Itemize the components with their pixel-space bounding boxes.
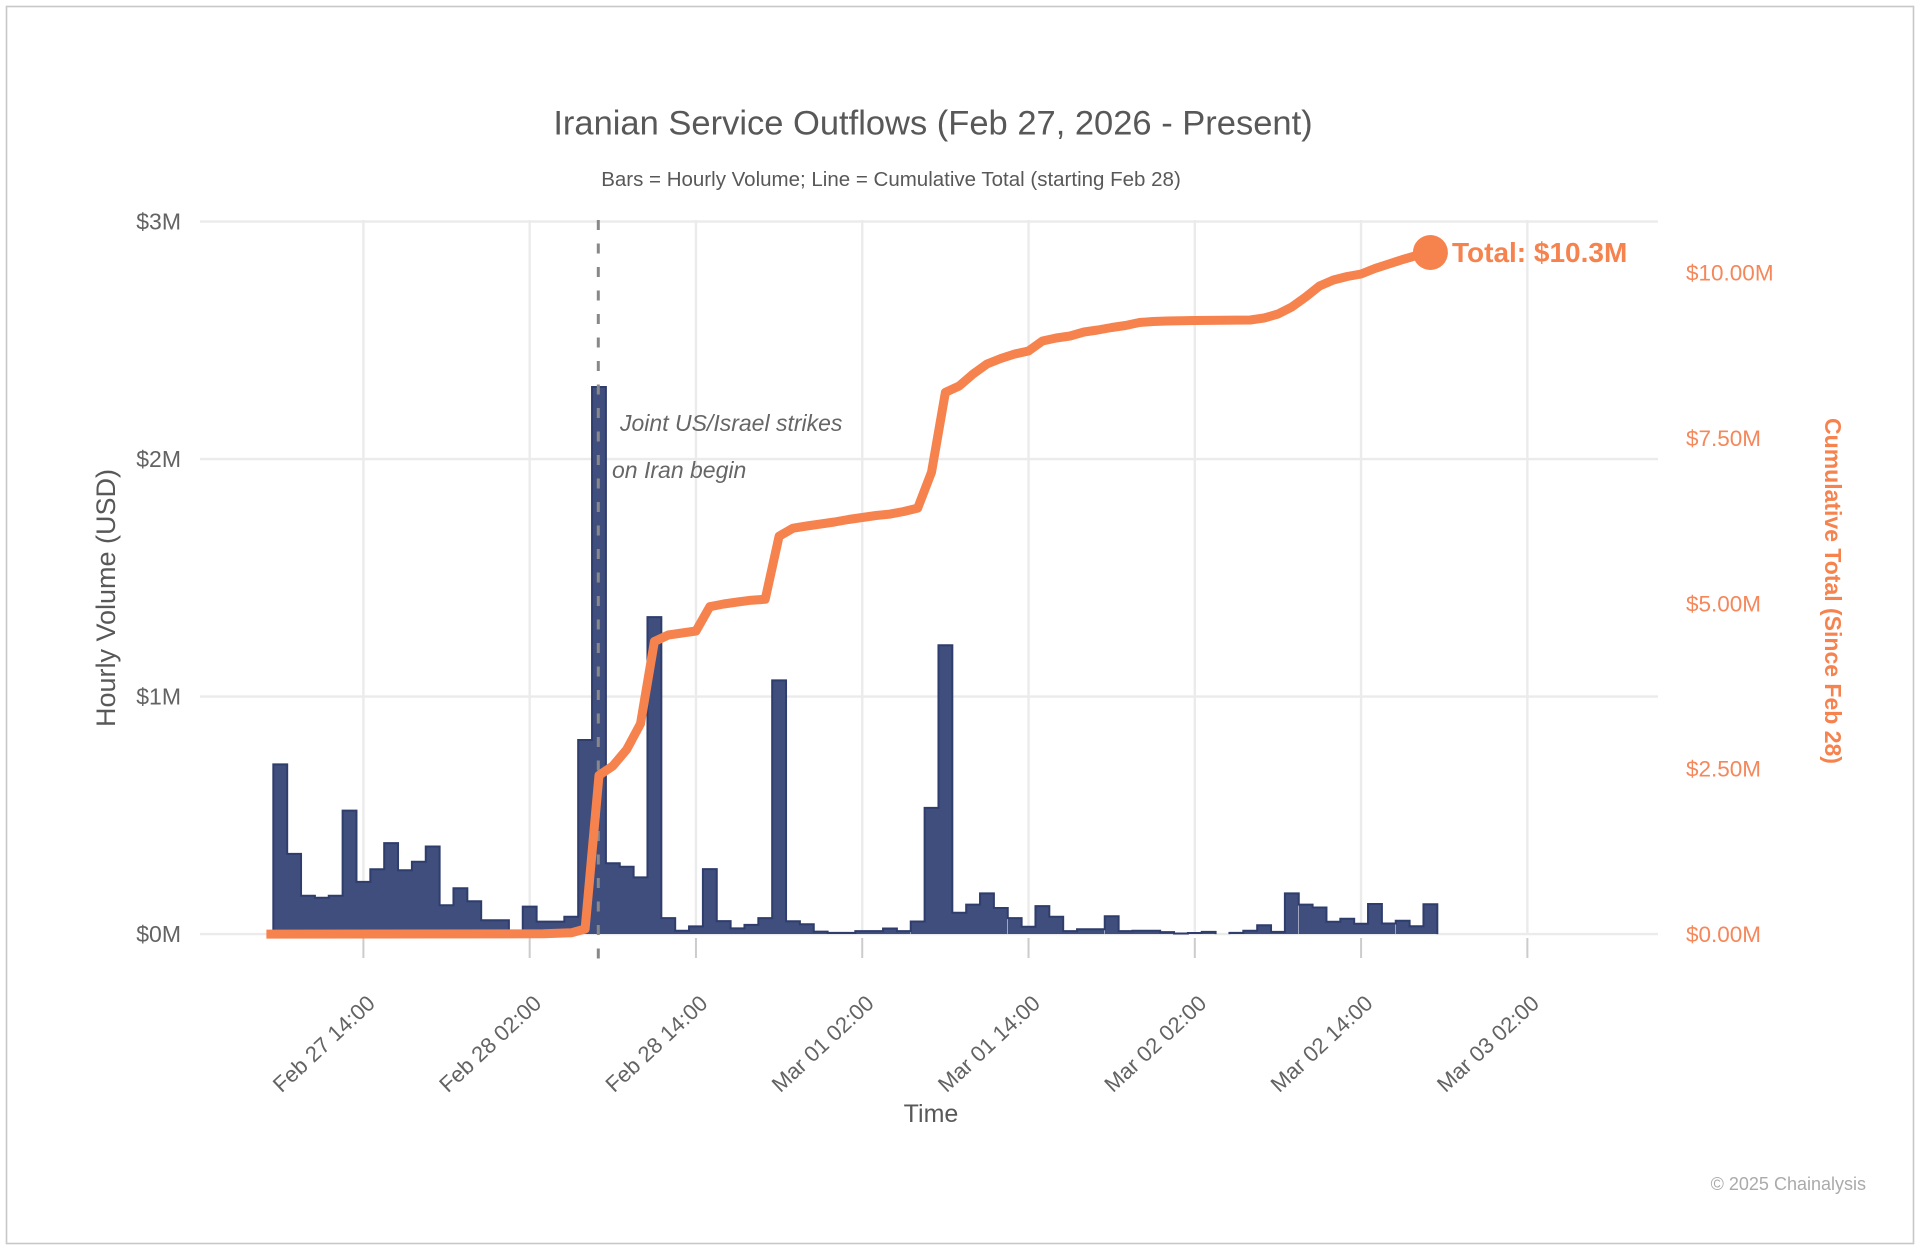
svg-text:$0M: $0M <box>136 921 181 947</box>
svg-text:$0.00M: $0.00M <box>1686 922 1761 947</box>
svg-text:Time: Time <box>904 1100 959 1128</box>
svg-text:$7.50M: $7.50M <box>1686 426 1761 451</box>
svg-text:$10.00M: $10.00M <box>1686 261 1774 286</box>
svg-text:Hourly Volume (USD): Hourly Volume (USD) <box>91 469 121 727</box>
svg-text:Cumulative Total (Since Feb 28: Cumulative Total (Since Feb 28) <box>1820 418 1846 764</box>
svg-text:$3M: $3M <box>136 209 181 235</box>
svg-text:Total: $10.3M: Total: $10.3M <box>1452 237 1627 268</box>
svg-text:© 2025 Chainalysis: © 2025 Chainalysis <box>1711 1174 1866 1194</box>
svg-text:$1M: $1M <box>136 684 181 710</box>
svg-text:$5.00M: $5.00M <box>1686 591 1761 616</box>
svg-text:on Iran begin: on Iran begin <box>612 457 746 483</box>
svg-text:Iranian Service Outflows (Feb: Iranian Service Outflows (Feb 27, 2026 -… <box>553 105 1312 143</box>
svg-text:Joint US/Israel strikes: Joint US/Israel strikes <box>619 410 843 436</box>
svg-text:$2M: $2M <box>136 446 181 472</box>
svg-text:$2.50M: $2.50M <box>1686 757 1761 782</box>
svg-text:Bars = Hourly Volume; Line = C: Bars = Hourly Volume; Line = Cumulative … <box>601 168 1181 191</box>
